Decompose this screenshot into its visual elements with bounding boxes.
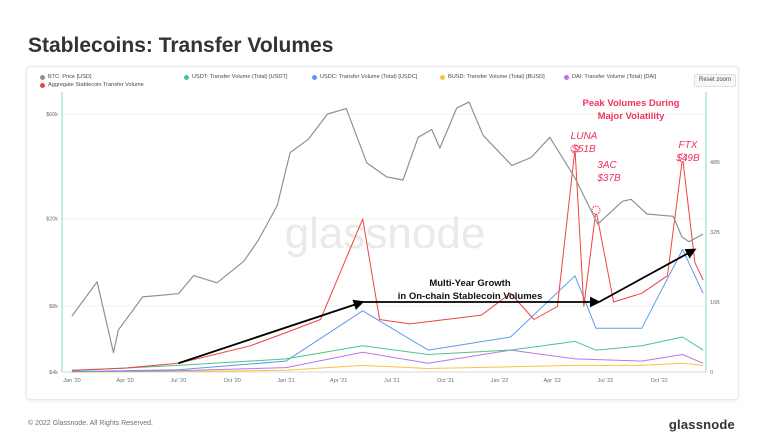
legend-label: USDT: Transfer Volume (Total) [USDT]	[192, 74, 288, 80]
chart-card	[26, 66, 739, 400]
annotation-text: $37B	[596, 173, 621, 184]
callout-text: Multi-Year Growth	[429, 278, 510, 289]
legend-item-busd[interactable]: BUSD: Transfer Volume (Total) [BUSD]	[440, 74, 545, 80]
y-tick-label-right: 16B	[710, 300, 720, 306]
peak-marker	[678, 153, 688, 163]
annotation-text: Peak Volumes During	[583, 98, 680, 109]
y-tick-label-right: 48B	[710, 160, 720, 166]
series-line-volume	[71, 148, 704, 371]
annotation-text: Major Volatility	[598, 111, 666, 122]
legend-label: USDC: Transfer Volume (Total) [USDC]	[320, 74, 418, 80]
page-title: Stablecoins: Transfer Volumes	[28, 34, 334, 57]
legend-item-dai[interactable]: DAI: Transfer Volume (Total) [DAI]	[564, 74, 656, 80]
x-tick-label: Oct '21	[437, 378, 454, 384]
x-tick-label: Jul '20	[171, 378, 187, 384]
x-tick-label: Jan '20	[63, 378, 81, 384]
brand-logo: glassnode	[668, 417, 735, 432]
legend-label: Aggregate Stablecoin Transfer Volume	[48, 82, 144, 88]
series-line-volume	[71, 349, 704, 373]
legend-item-usdc[interactable]: USDC: Transfer Volume (Total) [USDC]	[312, 74, 417, 80]
x-tick-label: Jan '21	[277, 378, 295, 384]
y-tick-label-left: $60k	[46, 112, 58, 118]
legend-swatch	[40, 74, 45, 80]
trend-arrow	[598, 248, 697, 303]
callout-text: in On-chain Stablecoin Volumes	[398, 291, 542, 302]
legend-swatch	[312, 74, 317, 80]
y-tick-label-right: 32B	[710, 230, 720, 236]
y-tick-label-left: $4k	[49, 370, 58, 376]
y-tick-label-right: 0	[710, 370, 713, 376]
legend-label: BTC: Price [USD]	[48, 74, 92, 80]
series-line-btc	[71, 101, 704, 354]
peak-marker	[591, 205, 601, 215]
x-tick-label: Apr '22	[544, 378, 561, 384]
legend-swatch	[184, 74, 189, 80]
legend-item-usdt[interactable]: USDT: Transfer Volume (Total) [USDT]	[184, 74, 287, 80]
trend-arrow	[178, 299, 365, 365]
legend-item-btc[interactable]: BTC: Price [USD]	[40, 74, 92, 80]
series-line-volume	[71, 249, 704, 373]
legend-item-aggregate[interactable]: Aggregate Stablecoin Transfer Volume	[40, 82, 144, 88]
legend-swatch	[440, 74, 445, 80]
annotation-text: $49B	[675, 153, 700, 164]
reset-zoom-button[interactable]: Reset zoom	[694, 74, 736, 87]
annotation-text: 3AC	[597, 160, 617, 171]
x-tick-label: Jul '22	[598, 378, 614, 384]
x-tick-label: Apr '21	[330, 378, 347, 384]
y-tick-label-left: $20k	[46, 217, 58, 223]
annotation-text: $51B	[571, 144, 596, 155]
annotation-text: FTX	[679, 140, 698, 151]
annotation-text: LUNA	[571, 131, 598, 142]
x-tick-label: Jan '22	[491, 378, 509, 384]
legend-swatch	[564, 74, 569, 80]
watermark-text: glassnode	[285, 209, 486, 258]
legend-label: DAI: Transfer Volume (Total) [DAI]	[572, 74, 657, 80]
series-line-volume	[71, 336, 704, 372]
x-tick-label: Apr '20	[117, 378, 134, 384]
copyright-text: © 2022 Glassnode. All Rights Reserved.	[28, 420, 154, 427]
x-tick-label: Oct '22	[651, 378, 668, 384]
peak-marker	[570, 144, 580, 154]
x-tick-label: Oct '20	[224, 378, 241, 384]
legend-label: BUSD: Transfer Volume (Total) [BUSD]	[448, 74, 545, 80]
x-tick-label: Jul '21	[384, 378, 400, 384]
legend-swatch	[40, 82, 45, 88]
y-tick-label-left: $8k	[49, 304, 58, 310]
series-line-volume	[71, 362, 704, 373]
